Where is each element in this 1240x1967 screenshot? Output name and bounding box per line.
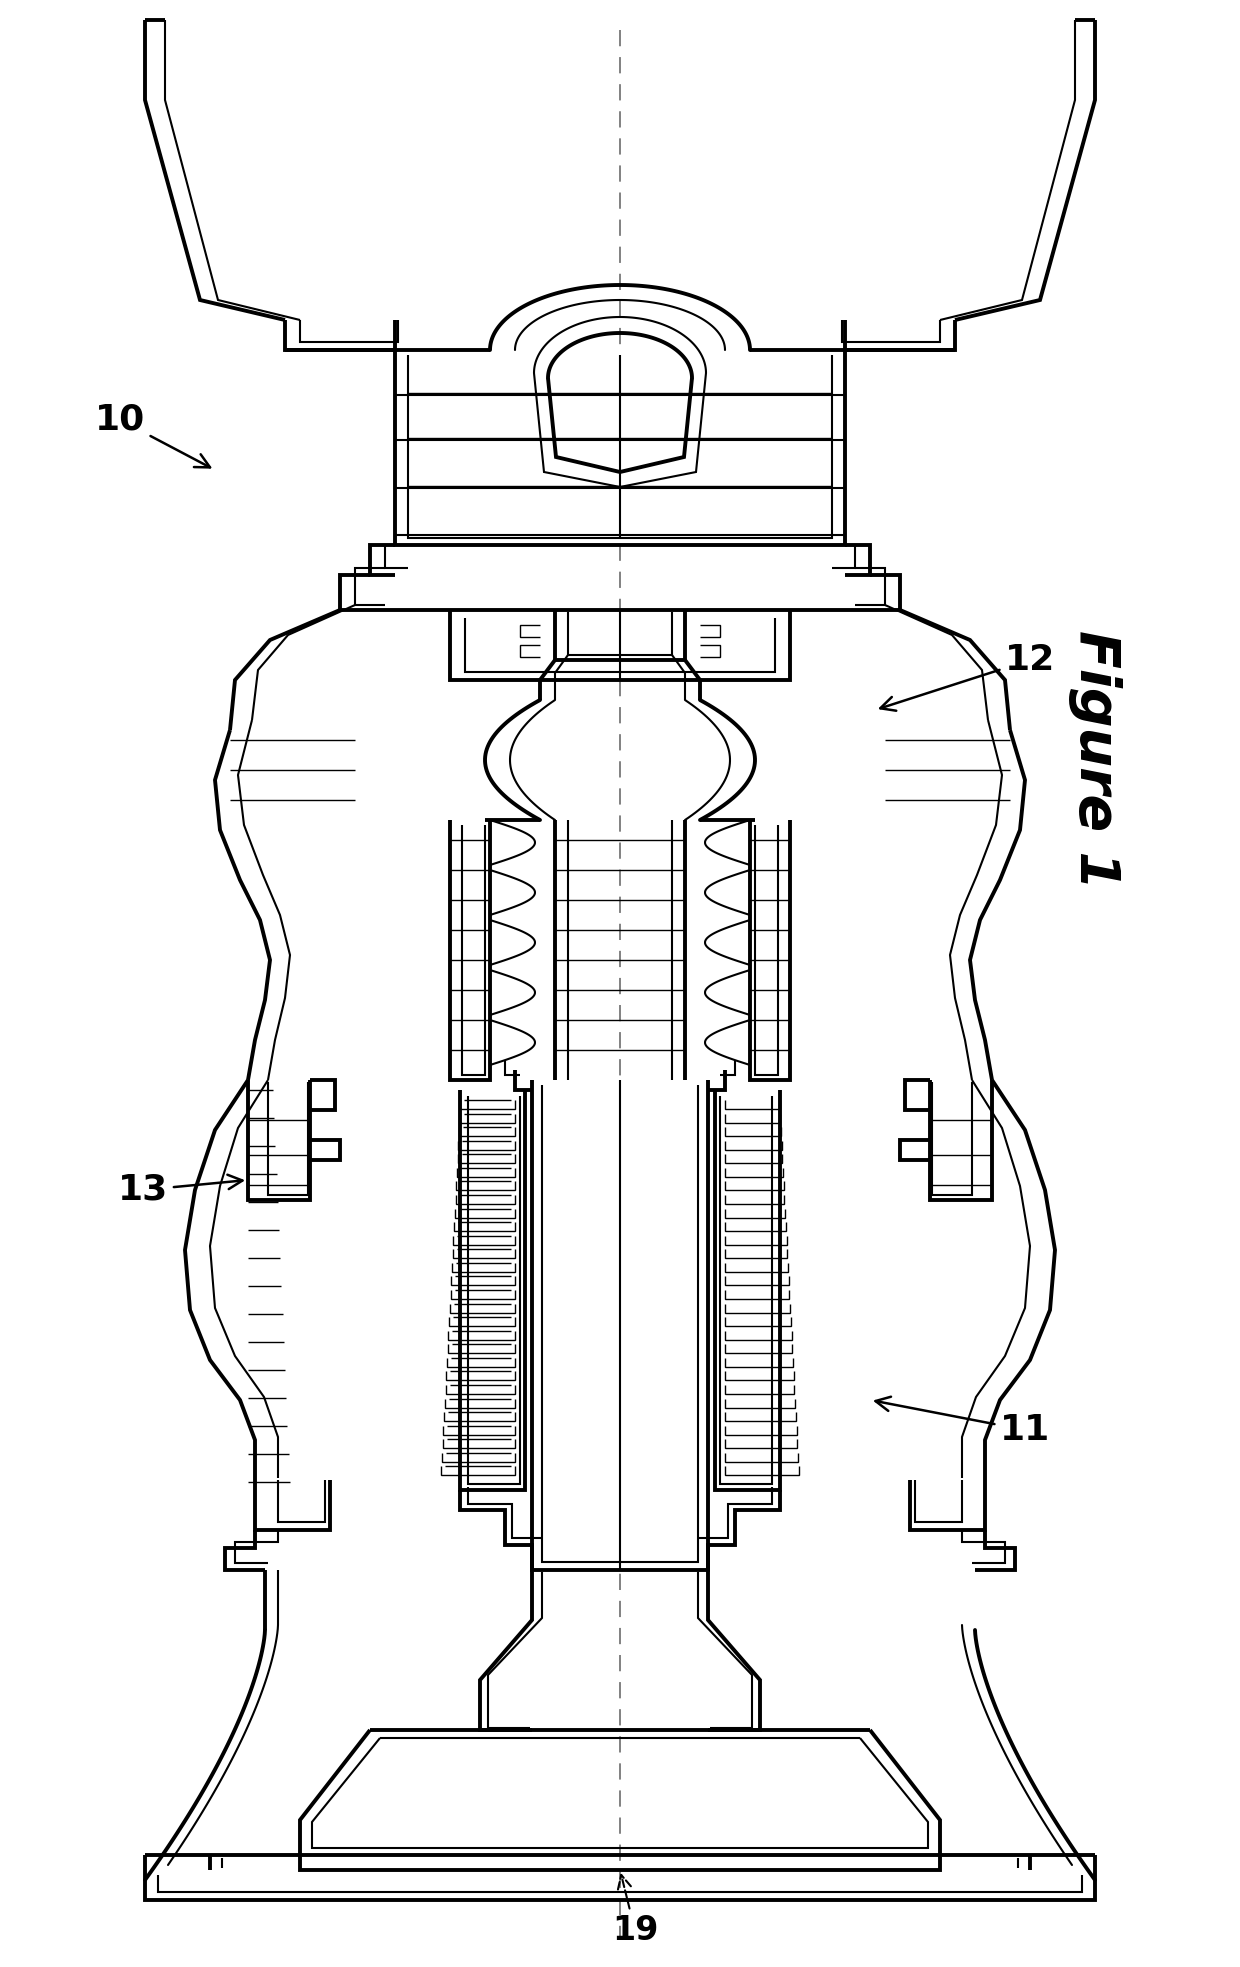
Text: 13: 13 (118, 1172, 243, 1208)
Text: 10: 10 (95, 403, 210, 468)
Text: Figure 1: Figure 1 (1068, 631, 1122, 889)
Text: 11: 11 (875, 1397, 1050, 1448)
Text: 12: 12 (880, 643, 1055, 710)
Text: 19: 19 (611, 1875, 658, 1947)
